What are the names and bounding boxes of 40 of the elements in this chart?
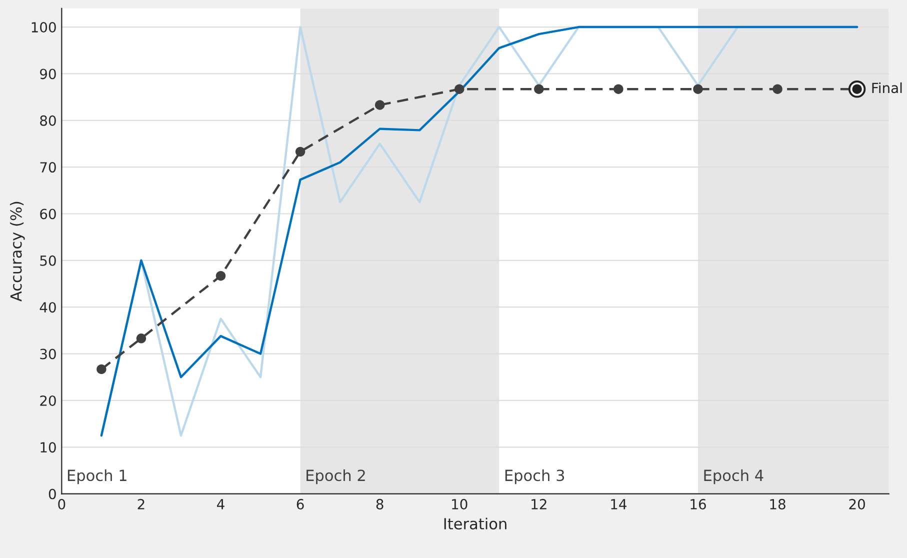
y-tick-label: 0 <box>48 488 56 500</box>
point <box>614 84 624 94</box>
y-tick-label: 40 <box>40 302 56 313</box>
point <box>534 84 544 94</box>
x-tick-label: 6 <box>296 498 304 510</box>
x-tick-label: 2 <box>138 498 144 510</box>
y-tick-label: 50 <box>40 255 56 266</box>
y-tick-label: 30 <box>40 348 56 360</box>
y-tick-label: 60 <box>40 208 56 220</box>
point <box>693 84 703 94</box>
x-tick-label: 14 <box>611 499 626 510</box>
point <box>454 84 464 94</box>
annotation: Final <box>872 82 902 94</box>
y-tick-label: 20 <box>40 395 56 406</box>
point <box>295 146 306 157</box>
annotation: Epoch 1 <box>68 469 126 484</box>
y-tick-label: 80 <box>40 115 56 126</box>
point <box>216 270 226 281</box>
y-tick-label: 100 <box>32 22 56 33</box>
point <box>136 334 146 344</box>
y-tick-label: 10 <box>40 442 56 453</box>
annotation: Epoch 3 <box>505 469 564 484</box>
point <box>96 364 106 374</box>
x-tick-label: 10 <box>452 498 468 510</box>
band-label: Epoch 4 <box>704 469 764 484</box>
x-tick-label: 0 <box>58 498 66 510</box>
x-tick-label: 18 <box>770 498 786 510</box>
line-series <box>100 26 858 437</box>
point <box>772 84 782 94</box>
x-tick-label: 12 <box>532 498 546 510</box>
x-tick-label: 8 <box>376 498 384 510</box>
x-tick-label: 16 <box>690 498 706 510</box>
x-tick-label: 20 <box>849 498 865 510</box>
y-tick-label: 90 <box>40 68 56 80</box>
x-axis-title: Iteration <box>444 518 506 530</box>
x-tick-label: 4 <box>217 499 224 510</box>
y-tick-label: 70 <box>40 162 56 173</box>
y-axis-title: Accuracy (%) <box>10 202 25 302</box>
point <box>374 100 385 110</box>
band-label: Epoch 2 <box>306 469 365 484</box>
